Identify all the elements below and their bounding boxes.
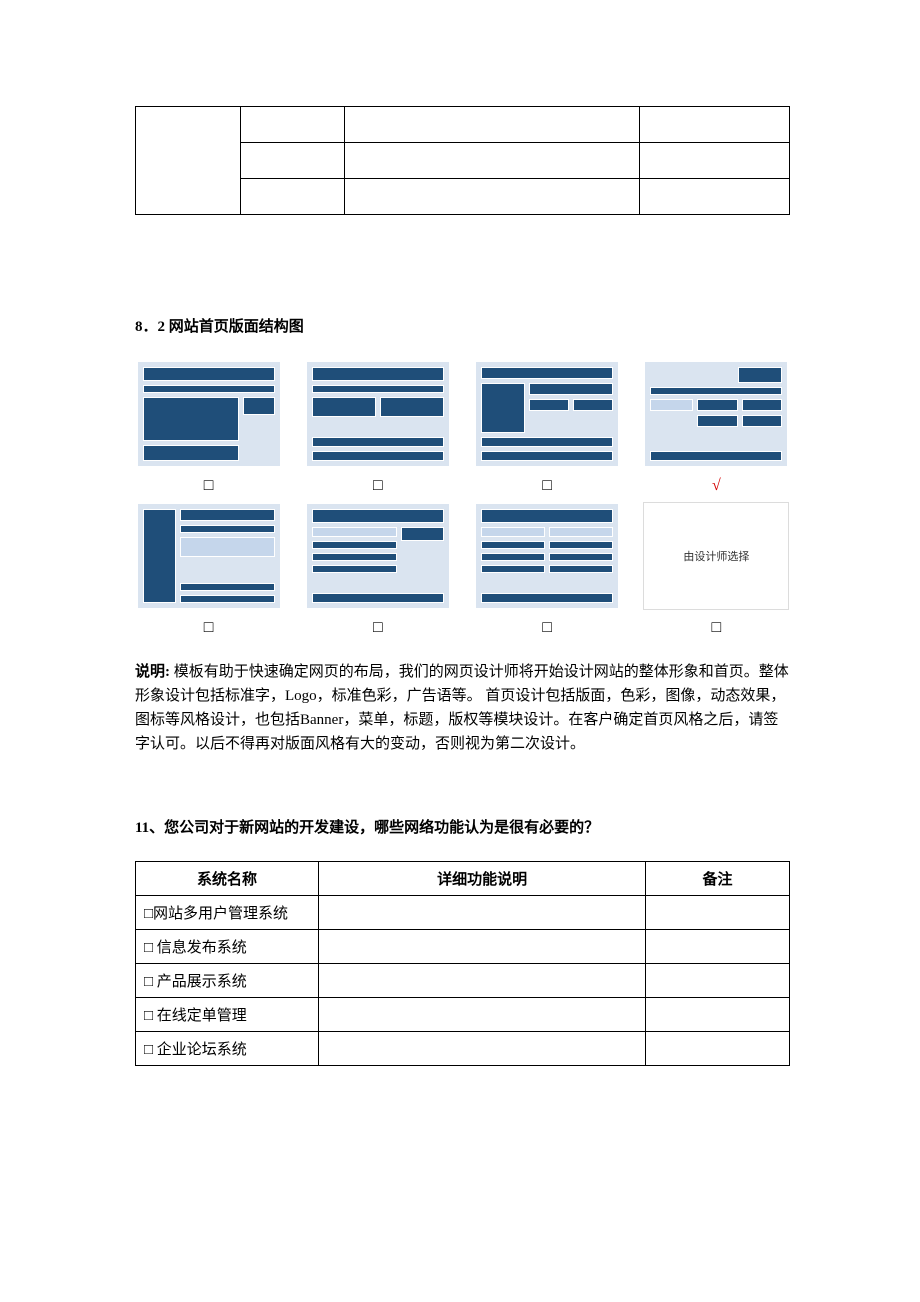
- function-name[interactable]: □ 产品展示系统: [136, 964, 319, 998]
- function-note: [646, 1032, 790, 1066]
- layout-option-5[interactable]: □: [135, 502, 282, 636]
- layout-thumb-8-blank: 由设计师选择: [643, 502, 789, 610]
- layout-checkbox-2[interactable]: □: [373, 478, 383, 494]
- top-table-cell: [240, 179, 345, 215]
- top-table-cell: [639, 107, 789, 143]
- top-table-cell: [240, 143, 345, 179]
- layout-thumb-7: [474, 502, 620, 610]
- function-col-detail: 详细功能说明: [319, 862, 646, 896]
- layout-thumb-2: [305, 360, 451, 468]
- top-table-cell: [136, 107, 241, 215]
- function-detail: [319, 896, 646, 930]
- function-row: □ 企业论坛系统: [136, 1032, 790, 1066]
- function-col-name: 系统名称: [136, 862, 319, 896]
- function-col-note: 备注: [646, 862, 790, 896]
- layout-checkbox-8[interactable]: □: [712, 620, 722, 636]
- layout-option-2[interactable]: □: [304, 360, 451, 494]
- top-table-cell: [345, 179, 639, 215]
- function-name[interactable]: □ 信息发布系统: [136, 930, 319, 964]
- function-detail: [319, 998, 646, 1032]
- function-row: □ 信息发布系统: [136, 930, 790, 964]
- layout-checkbox-5[interactable]: □: [204, 620, 214, 636]
- top-table-cell: [345, 107, 639, 143]
- layout-thumb-5: [136, 502, 282, 610]
- function-table: 系统名称 详细功能说明 备注 □网站多用户管理系统 □ 信息发布系统 □ 产品展…: [135, 861, 790, 1066]
- top-table-cell: [639, 143, 789, 179]
- function-detail: [319, 964, 646, 998]
- layout-checkbox-6[interactable]: □: [373, 620, 383, 636]
- function-note: [646, 964, 790, 998]
- section-82-description: 说明: 模板有助于快速确定网页的布局，我们的网页设计师将开始设计网站的整体形象和…: [135, 660, 790, 756]
- desc-text: 模板有助于快速确定网页的布局，我们的网页设计师将开始设计网站的整体形象和首页。整…: [135, 664, 789, 752]
- layout-checkbox-7[interactable]: □: [542, 620, 552, 636]
- layout-option-1[interactable]: □: [135, 360, 282, 494]
- function-row: □ 产品展示系统: [136, 964, 790, 998]
- layout-thumb-6: [305, 502, 451, 610]
- layout-thumb-4: [643, 360, 789, 468]
- blank-layout-label: 由设计师选择: [683, 548, 749, 564]
- layout-thumb-3: [474, 360, 620, 468]
- function-row: □网站多用户管理系统: [136, 896, 790, 930]
- function-detail: [319, 1032, 646, 1066]
- section-82-heading: 8．2 网站首页版面结构图: [135, 315, 790, 336]
- desc-label: 说明:: [135, 664, 170, 680]
- function-note: [646, 930, 790, 964]
- top-table-cell: [240, 107, 345, 143]
- top-empty-table: [135, 106, 790, 215]
- top-table-cell: [639, 179, 789, 215]
- top-table-cell: [345, 143, 639, 179]
- layout-thumb-1: [136, 360, 282, 468]
- layout-option-3[interactable]: □: [474, 360, 621, 494]
- layout-checkbox-1[interactable]: □: [204, 478, 214, 494]
- layouts-grid: □ □: [135, 360, 790, 636]
- layout-option-6[interactable]: □: [304, 502, 451, 636]
- layout-option-8[interactable]: 由设计师选择 □: [643, 502, 790, 636]
- function-name[interactable]: □网站多用户管理系统: [136, 896, 319, 930]
- function-note: [646, 896, 790, 930]
- section-11-heading: 11、您公司对于新网站的开发建设，哪些网络功能认为是很有必要的？: [135, 816, 790, 837]
- layout-checkbox-3[interactable]: □: [542, 478, 552, 494]
- function-note: [646, 998, 790, 1032]
- layout-option-7[interactable]: □: [474, 502, 621, 636]
- layout-option-4[interactable]: √: [643, 360, 790, 494]
- layout-checkbox-4[interactable]: √: [712, 478, 721, 494]
- function-detail: [319, 930, 646, 964]
- function-name[interactable]: □ 企业论坛系统: [136, 1032, 319, 1066]
- function-row: □ 在线定单管理: [136, 998, 790, 1032]
- function-name[interactable]: □ 在线定单管理: [136, 998, 319, 1032]
